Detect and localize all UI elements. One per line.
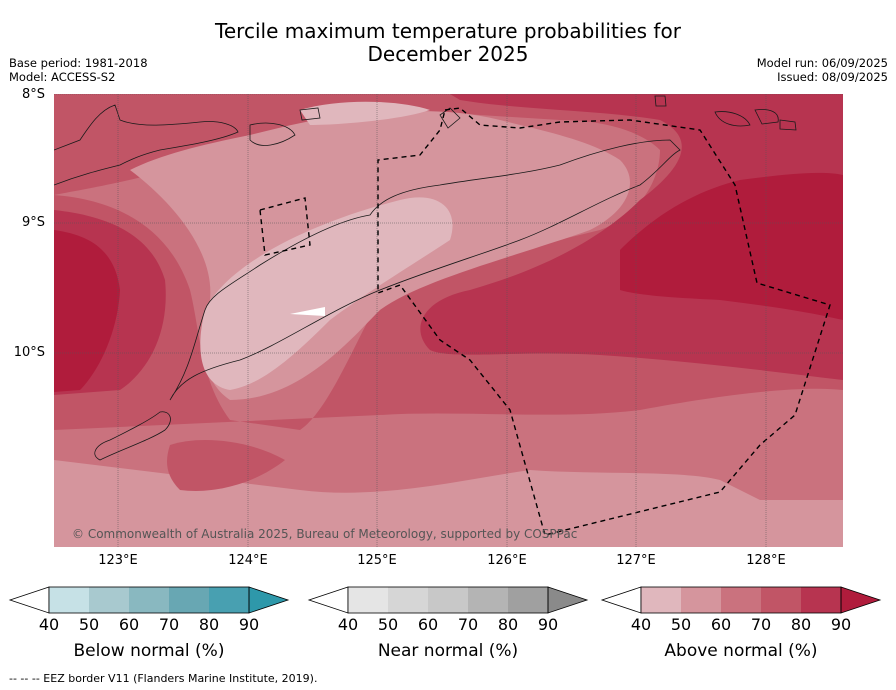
lon-label-128e: 128°E [746,553,786,568]
near-colorbar-tick: 90 [537,615,559,634]
above-colorbar-tick: 90 [830,615,852,634]
meta-left: Base period: 1981-2018 Model: ACCESS-S2 [9,56,148,84]
above-colorbar-tick: 60 [710,615,732,634]
below-colorbar-min-extend [8,586,50,614]
above-colorbar-tick: 80 [790,615,812,634]
north-islands-coastline [54,104,461,186]
near-colorbar-tick: 80 [497,615,519,634]
rote-coastline [94,411,171,461]
above-colorbar-tick: 50 [670,615,692,634]
above-colorbar-max-extend [840,586,882,614]
map-title: Tercile maximum temperature probabilitie… [0,20,896,66]
above-colorbar-tick: 70 [750,615,772,634]
below-colorbar-tick: 40 [38,615,60,634]
band-50 [54,110,843,547]
model-run: Model run: 06/09/2025 [756,56,888,70]
below-colorbar-segment [169,587,209,613]
below-colorbar-tick: 50 [78,615,100,634]
below-colorbar-segment [209,587,249,613]
model-name: Model: ACCESS-S2 [9,70,116,84]
below-colorbar-outline [48,586,250,614]
near-colorbar-label: Near normal (%) [377,641,519,661]
base-period: Base period: 1981-2018 [9,56,148,70]
below-colorbar-segment [49,587,89,613]
lon-label-123e: 123°E [98,553,138,568]
lat-label-8s: 8°S [21,87,45,102]
below-colorbar-tick: 70 [158,615,180,634]
colorbars [8,586,882,614]
below-colorbar-label: Below normal (%) [73,641,225,661]
title-line-1: Tercile maximum temperature probabilitie… [215,19,681,43]
below-colorbar-tick: 80 [198,615,220,634]
eez-border [259,107,831,536]
lon-label-124e: 124°E [228,553,268,568]
copyright-notice: © Commonwealth of Australia 2025, Bureau… [72,527,577,541]
near-colorbar-tick: 50 [377,615,399,634]
title-line-2: December 2025 [367,42,529,66]
below-colorbar-segment [89,587,129,613]
near-colorbar-segment [508,587,548,613]
graticule [54,94,843,547]
lon-label-126e: 126°E [487,553,527,568]
near-colorbar-segment [348,587,388,613]
below-colorbar-tick: 60 [118,615,140,634]
above-colorbar-segment [641,587,681,613]
meta-right: Model run: 06/09/2025 Issued: 08/09/2025 [757,56,888,84]
below-colorbar-tick: 90 [238,615,260,634]
near-colorbar-segment [388,587,428,613]
band-40 [200,101,453,390]
band-90 [54,172,843,392]
east-islands-coastline [654,95,797,131]
band-80 [54,94,843,395]
lon-label-127e: 127°E [616,553,656,568]
above-colorbar-label: Above normal (%) [664,641,818,661]
above-colorbar-segment [681,587,721,613]
above-colorbar-segment [801,587,841,613]
near-colorbar-tick: 70 [457,615,479,634]
lon-label-125e: 125°E [357,553,397,568]
eez-footer-note: -- -- -- EEZ border V11 (Flanders Marine… [9,672,318,685]
above-colorbar-segment [721,587,761,613]
near-colorbar-tick: 40 [337,615,359,634]
below-40-patch [290,307,325,316]
lat-label-9s: 9°S [21,215,45,230]
near-colorbar-segment [468,587,508,613]
below-colorbar-max-extend [248,586,290,614]
probability-field: © Commonwealth of Australia 2025, Bureau… [54,94,843,547]
near-colorbar-tick: 60 [417,615,439,634]
lat-label-10s: 10°S [13,345,45,360]
above-colorbar-outline [640,586,842,614]
near-colorbar-min-extend [307,586,349,614]
timor-coastline [169,139,681,401]
band-70-patch [167,440,285,491]
near-colorbar-outline [347,586,549,614]
issued-date: Issued: 08/09/2025 [777,70,888,84]
near-colorbar-segment [428,587,468,613]
near-colorbar-max-extend [547,586,589,614]
below-colorbar-segment [129,587,169,613]
above-colorbar-tick: 40 [630,615,652,634]
above-colorbar-segment [761,587,801,613]
above-colorbar-min-extend [600,586,642,614]
